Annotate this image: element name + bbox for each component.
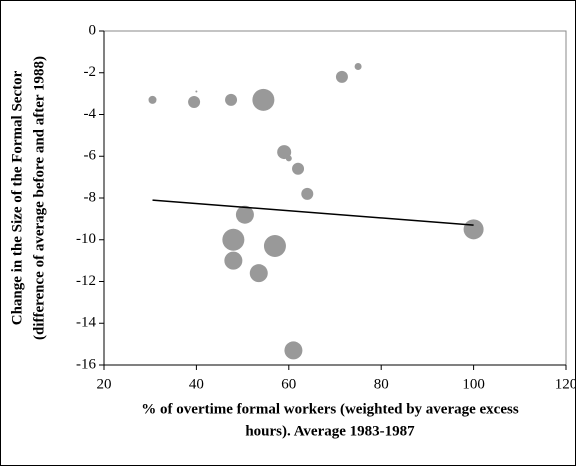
x-tick-label: 60 <box>281 376 296 392</box>
x-axis-label: hours). Average 1983-1987 <box>245 423 415 439</box>
bubble <box>222 228 245 251</box>
bubble <box>225 93 238 106</box>
bubble <box>463 219 484 240</box>
y-axis-label: (difference of average before and after … <box>31 56 47 340</box>
bubble <box>235 205 254 224</box>
y-tick-label: -4 <box>84 106 97 122</box>
y-tick-label: -6 <box>84 148 97 164</box>
bubble <box>285 155 292 162</box>
bubble <box>188 95 201 108</box>
bubble <box>195 90 198 93</box>
y-tick-label: -10 <box>76 231 96 247</box>
x-tick-label: 120 <box>555 376 576 392</box>
bubble <box>224 251 243 270</box>
y-tick-label: -2 <box>84 64 97 80</box>
bubble <box>252 88 275 111</box>
x-tick-label: 100 <box>462 376 485 392</box>
x-tick-label: 80 <box>374 376 389 392</box>
y-axis-label: Change in the Size of the Formal Sector <box>9 70 25 325</box>
bubble <box>148 95 157 104</box>
y-tick-label: -12 <box>76 273 96 289</box>
bubble <box>335 70 348 83</box>
trend-line <box>152 199 474 226</box>
bubble <box>284 341 303 360</box>
y-tick-label: 0 <box>89 22 97 38</box>
y-tick-label: -8 <box>84 189 97 205</box>
bubble <box>263 235 286 258</box>
bubble <box>301 187 314 200</box>
bubble <box>354 62 362 70</box>
x-axis-label: % of overtime formal workers (weighted b… <box>141 401 519 417</box>
y-tick-label: -16 <box>76 356 96 372</box>
y-tick-label: -14 <box>76 315 96 331</box>
bubble <box>292 162 305 175</box>
x-tick-label: 20 <box>97 376 112 392</box>
bubble <box>249 264 268 283</box>
x-tick-label: 40 <box>189 376 204 392</box>
